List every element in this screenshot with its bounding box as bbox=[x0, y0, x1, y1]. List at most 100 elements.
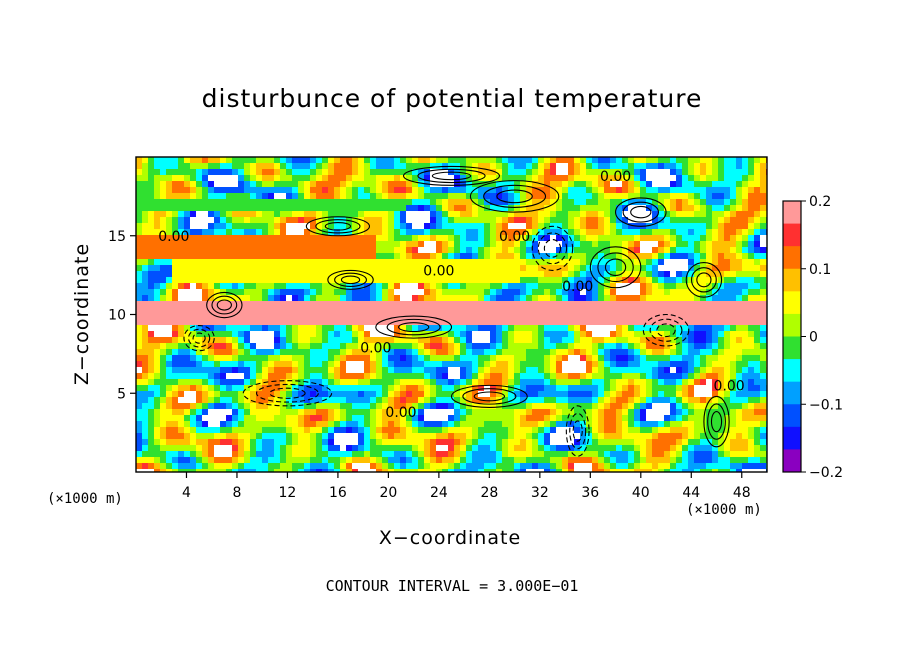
heatmap-cell bbox=[358, 409, 365, 416]
heatmap-cell bbox=[418, 319, 425, 326]
heatmap-cell bbox=[292, 175, 299, 182]
heatmap-cell bbox=[682, 415, 689, 422]
heatmap-cell bbox=[526, 223, 533, 230]
heatmap-cell bbox=[574, 373, 581, 380]
heatmap-cell bbox=[238, 427, 245, 434]
heatmap-cell bbox=[238, 283, 245, 290]
heatmap-cell bbox=[322, 385, 329, 392]
heatmap-cell bbox=[586, 361, 593, 368]
heatmap-cell bbox=[700, 415, 707, 422]
heatmap-cell bbox=[736, 427, 743, 434]
heatmap-cell bbox=[172, 169, 179, 176]
heatmap-cell bbox=[250, 367, 257, 374]
heatmap-cell bbox=[328, 259, 335, 266]
heatmap-cell bbox=[394, 415, 401, 422]
heatmap-cell bbox=[412, 205, 419, 212]
heatmap-cell bbox=[454, 187, 461, 194]
heatmap-cell bbox=[268, 211, 275, 218]
heatmap-cell bbox=[742, 271, 749, 278]
heatmap-cell bbox=[748, 277, 755, 284]
heatmap-cell bbox=[736, 175, 743, 182]
heatmap-cell bbox=[442, 385, 449, 392]
heatmap-cell bbox=[592, 415, 599, 422]
heatmap-cell bbox=[730, 343, 737, 350]
heatmap-cell bbox=[454, 283, 461, 290]
heatmap-cell bbox=[424, 241, 431, 248]
heatmap-cell bbox=[418, 373, 425, 380]
heatmap-cell bbox=[634, 157, 641, 164]
heatmap-cell bbox=[502, 163, 509, 170]
heatmap-cell bbox=[646, 373, 653, 380]
heatmap-cell bbox=[178, 313, 185, 320]
heatmap-cell bbox=[580, 265, 587, 272]
heatmap-cell bbox=[202, 283, 209, 290]
heatmap-cell bbox=[172, 421, 179, 428]
heatmap-cell bbox=[418, 349, 425, 356]
heatmap-cell bbox=[652, 181, 659, 188]
heatmap-cell bbox=[262, 277, 269, 284]
heatmap-cell bbox=[526, 361, 533, 368]
heatmap-cell bbox=[676, 331, 683, 338]
heatmap-cell bbox=[166, 367, 173, 374]
heatmap-cell bbox=[136, 211, 143, 218]
heatmap-cell bbox=[658, 313, 665, 320]
heatmap-cell bbox=[688, 403, 695, 410]
heatmap-cell bbox=[646, 349, 653, 356]
heatmap-cell bbox=[502, 217, 509, 224]
heatmap-cell bbox=[466, 319, 473, 326]
heatmap-cell bbox=[430, 163, 437, 170]
heatmap-cell bbox=[304, 199, 311, 206]
heatmap-cell bbox=[556, 313, 563, 320]
heatmap-cell bbox=[634, 385, 641, 392]
heatmap-cell bbox=[688, 187, 695, 194]
heatmap-cell bbox=[370, 199, 377, 206]
heatmap-cell bbox=[700, 379, 707, 386]
heatmap-cell bbox=[238, 385, 245, 392]
heatmap-cell bbox=[640, 235, 647, 242]
heatmap-cell bbox=[352, 397, 359, 404]
heatmap-cell bbox=[538, 307, 545, 314]
heatmap-cell bbox=[154, 211, 161, 218]
heatmap-cell bbox=[544, 247, 551, 254]
heatmap-cell bbox=[346, 307, 353, 314]
heatmap-cell bbox=[448, 361, 455, 368]
heatmap-cell bbox=[586, 379, 593, 386]
heatmap-cell bbox=[172, 307, 179, 314]
heatmap-cell bbox=[688, 409, 695, 416]
heatmap-cell bbox=[274, 355, 281, 362]
heatmap-cell bbox=[676, 301, 683, 308]
heatmap-cell bbox=[730, 367, 737, 374]
heatmap-cell bbox=[658, 205, 665, 212]
heatmap-cell bbox=[658, 241, 665, 248]
heatmap-cell bbox=[748, 421, 755, 428]
heatmap-cell bbox=[382, 265, 389, 272]
heatmap-cell bbox=[160, 169, 167, 176]
heatmap-cell bbox=[406, 163, 413, 170]
heatmap-cell bbox=[400, 223, 407, 230]
heatmap-cell bbox=[724, 319, 731, 326]
heatmap-cell bbox=[352, 199, 359, 206]
heatmap-cell bbox=[166, 259, 173, 266]
heatmap-cell bbox=[166, 241, 173, 248]
heatmap-cell bbox=[652, 373, 659, 380]
heatmap-cell bbox=[760, 427, 767, 434]
heatmap-cell bbox=[496, 259, 503, 266]
heatmap-cell bbox=[436, 181, 443, 188]
heatmap-cell bbox=[364, 379, 371, 386]
heatmap-cell bbox=[760, 325, 767, 332]
heatmap-cell bbox=[724, 385, 731, 392]
heatmap-cell bbox=[754, 301, 761, 308]
heatmap-cell bbox=[610, 169, 617, 176]
heatmap-cell bbox=[226, 265, 233, 272]
heatmap-cell bbox=[178, 355, 185, 362]
heatmap-cell bbox=[508, 403, 515, 410]
heatmap-cell bbox=[682, 433, 689, 440]
heatmap-cell bbox=[424, 427, 431, 434]
heatmap-cell bbox=[754, 313, 761, 320]
heatmap-cell bbox=[544, 175, 551, 182]
heatmap-cell bbox=[508, 235, 515, 242]
heatmap-cell bbox=[496, 391, 503, 398]
heatmap-cell bbox=[190, 421, 197, 428]
heatmap-cell bbox=[622, 307, 629, 314]
heatmap-cell bbox=[364, 343, 371, 350]
